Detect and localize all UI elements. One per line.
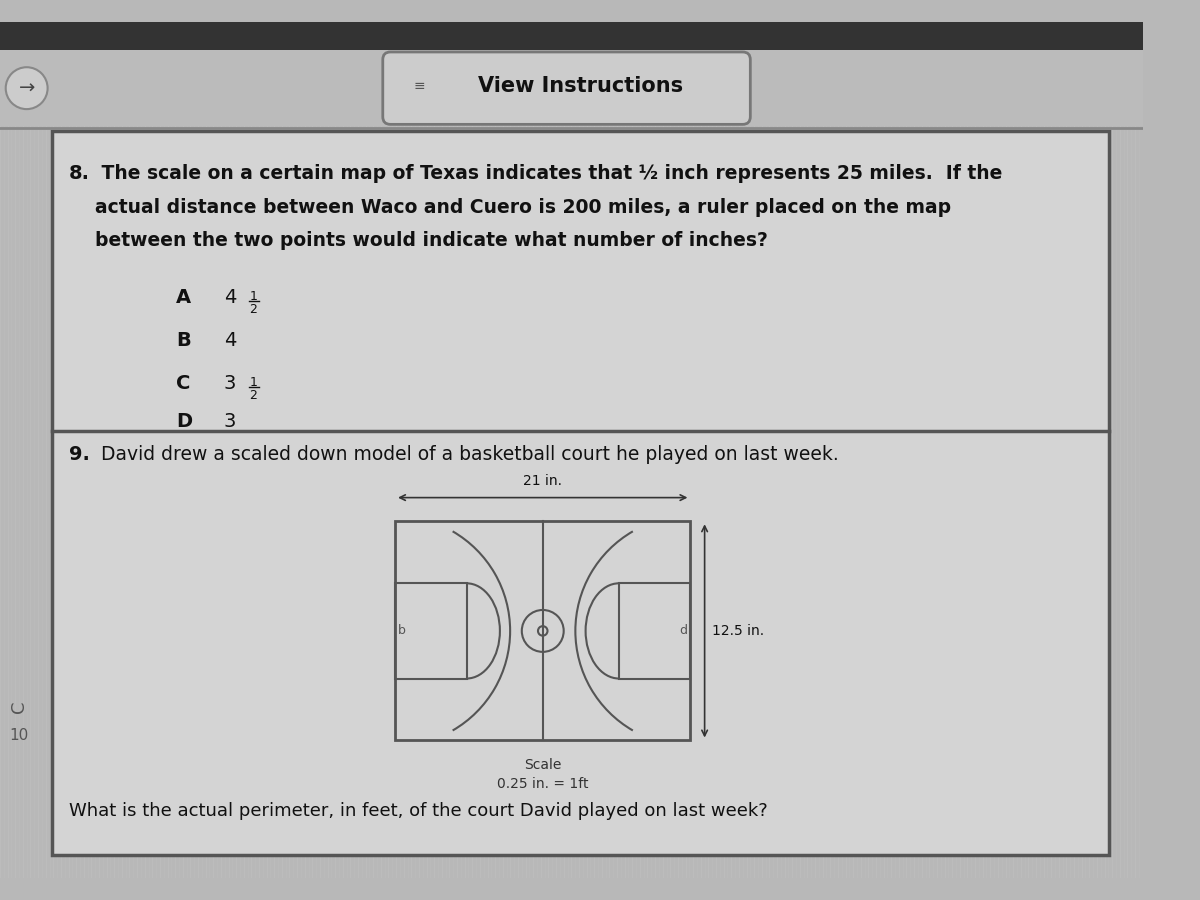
Bar: [53, 131, 1109, 855]
Text: D: D: [176, 412, 192, 431]
Text: 8.: 8.: [68, 165, 90, 184]
Bar: [395, 521, 690, 741]
Text: C: C: [176, 374, 191, 392]
Text: 2: 2: [250, 389, 257, 402]
Text: 1: 1: [250, 375, 257, 389]
Circle shape: [6, 68, 48, 109]
Text: →: →: [18, 78, 35, 98]
Text: d: d: [679, 625, 686, 637]
Text: B: B: [176, 331, 191, 350]
Text: David drew a scaled down model of a basketball court he played on last week.: David drew a scaled down model of a bask…: [95, 446, 839, 464]
Text: ≡: ≡: [413, 79, 425, 94]
Text: 3: 3: [223, 412, 236, 431]
Text: 9.: 9.: [68, 446, 90, 464]
Text: C: C: [10, 701, 28, 714]
Text: 12.5 in.: 12.5 in.: [713, 624, 764, 638]
Text: 1: 1: [250, 290, 257, 303]
Bar: [395, 583, 467, 679]
Text: Scale: Scale: [524, 758, 562, 771]
Text: 21 in.: 21 in.: [523, 474, 563, 488]
Text: 4: 4: [223, 331, 236, 350]
Text: between the two points would indicate what number of inches?: between the two points would indicate wh…: [95, 231, 768, 250]
Text: 0.25 in. = 1ft: 0.25 in. = 1ft: [497, 777, 588, 790]
Text: 3: 3: [223, 374, 236, 392]
Text: actual distance between Waco and Cuero is 200 miles, a ruler placed on the map: actual distance between Waco and Cuero i…: [95, 198, 952, 217]
Bar: [619, 583, 690, 679]
Text: 10: 10: [10, 728, 29, 743]
Text: What is the actual perimeter, in feet, of the court David played on last week?: What is the actual perimeter, in feet, o…: [68, 802, 767, 820]
Text: 4: 4: [223, 288, 236, 307]
Text: The scale on a certain map of Texas indicates that ½ inch represents 25 miles.  : The scale on a certain map of Texas indi…: [95, 165, 1002, 184]
FancyBboxPatch shape: [383, 52, 750, 124]
Text: b: b: [398, 625, 406, 637]
Bar: [0, 50, 1142, 126]
Text: A: A: [176, 288, 191, 307]
Text: View Instructions: View Instructions: [479, 76, 683, 96]
Text: 2: 2: [250, 303, 257, 317]
Bar: [0, 22, 1142, 50]
